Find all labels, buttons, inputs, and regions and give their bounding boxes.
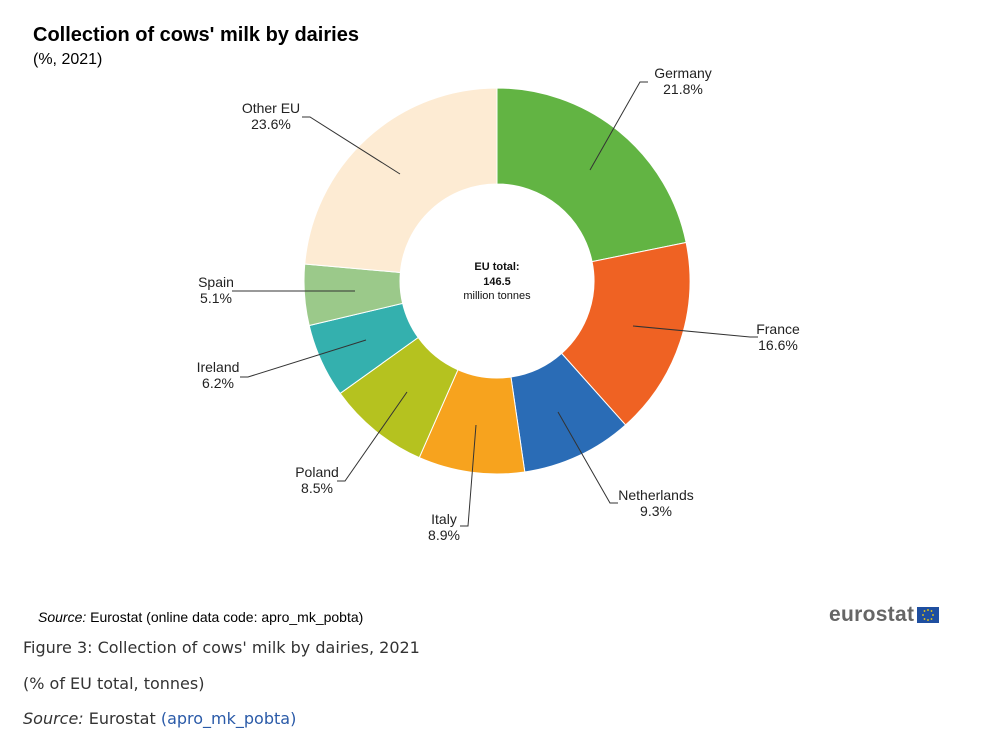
leader-lines bbox=[232, 81, 758, 527]
slice-label-other-eu: Other EU bbox=[242, 100, 300, 116]
logo-text: eurostat bbox=[829, 603, 915, 626]
leader-line-poland bbox=[337, 391, 408, 482]
center-label: EU total: 146.5 million tonnes bbox=[463, 261, 531, 302]
slice-value-poland: 8.5% bbox=[301, 480, 333, 496]
slice-label-poland: Poland bbox=[295, 464, 339, 480]
figure-source: Source: Eurostat (apro_mk_pobta) bbox=[23, 709, 296, 728]
source-prefix: Source: bbox=[38, 609, 87, 625]
center-label-unit: million tonnes bbox=[463, 290, 531, 302]
slice-other-eu[interactable] bbox=[304, 87, 498, 274]
figure-source-text: Eurostat bbox=[83, 709, 161, 728]
slice-value-italy: 8.9% bbox=[428, 527, 460, 543]
slice-value-other-eu: 23.6% bbox=[251, 116, 291, 132]
leader-line-netherlands bbox=[557, 411, 618, 504]
chart-title: Collection of cows' milk by dairies bbox=[33, 24, 359, 46]
slice-value-france: 16.6% bbox=[758, 337, 798, 353]
eurostat-logo: eurostat bbox=[829, 603, 940, 627]
slice-label-germany: Germany bbox=[654, 65, 712, 81]
leader-line-italy bbox=[460, 424, 477, 527]
center-label-title: EU total: bbox=[474, 261, 519, 273]
leader-line-germany bbox=[589, 81, 648, 171]
center-label-value: 146.5 bbox=[483, 276, 511, 288]
slice-value-ireland: 6.2% bbox=[202, 375, 234, 391]
slice-label-france: France bbox=[756, 321, 800, 337]
slice-value-spain: 5.1% bbox=[200, 290, 232, 306]
source-link[interactable]: (apro_mk_pobta) bbox=[160, 709, 297, 728]
slice-label-spain: Spain bbox=[198, 274, 234, 290]
figure-source-prefix: Source: bbox=[23, 709, 84, 728]
slice-label-ireland: Ireland bbox=[197, 359, 240, 375]
slice-label-netherlands: Netherlands bbox=[618, 487, 694, 503]
slice-germany[interactable] bbox=[496, 87, 687, 263]
eu-flag-icon bbox=[917, 607, 940, 623]
slice-label-italy: Italy bbox=[431, 511, 457, 527]
slice-value-netherlands: 9.3% bbox=[640, 503, 672, 519]
chart-subtitle: (%, 2021) bbox=[33, 51, 103, 68]
donut-slices bbox=[303, 87, 691, 475]
figure-units: (% of EU total, tonnes) bbox=[23, 674, 205, 693]
slice-value-germany: 21.8% bbox=[663, 81, 703, 97]
leader-line-france bbox=[632, 325, 758, 338]
chart-source: Source: Eurostat (online data code: apro… bbox=[38, 609, 363, 625]
leader-line-ireland bbox=[240, 339, 367, 378]
figure-caption: Figure 3: Collection of cows' milk by da… bbox=[23, 638, 420, 657]
source-text: Eurostat (online data code: apro_mk_pobt… bbox=[86, 609, 364, 625]
leader-line-other-eu bbox=[302, 116, 401, 175]
slice-france[interactable] bbox=[560, 241, 691, 426]
